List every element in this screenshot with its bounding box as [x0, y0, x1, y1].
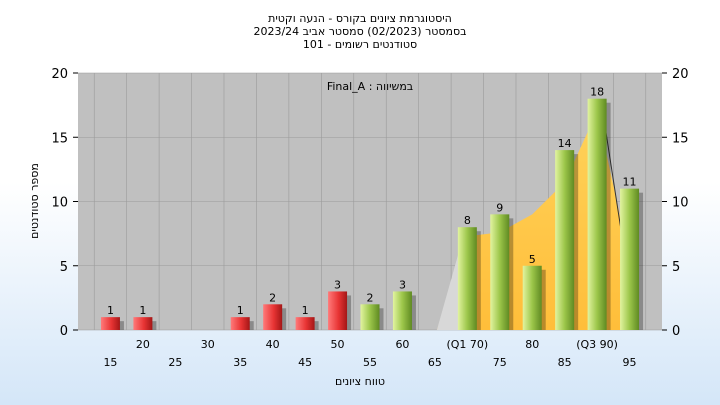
data-label-60: 3: [399, 278, 406, 291]
y-tick-left: 15: [51, 131, 68, 146]
data-label-35: 1: [237, 304, 244, 317]
data-label-90: 18: [590, 86, 604, 99]
chart-title: היסטוגרמת ציונים בקורס - הנעה וקטית בסמס…: [253, 12, 466, 51]
bar-85: [555, 150, 575, 330]
y-tick-right: 10: [672, 196, 689, 211]
bar-50: [328, 291, 348, 330]
legend-label: Final_A : במשיווה: [327, 80, 413, 93]
bar-70: [457, 227, 477, 330]
x-tick-label: (Q3 90): [576, 338, 618, 351]
bar-55: [360, 304, 380, 330]
data-label-70: 8: [464, 214, 471, 227]
area-wedge: [436, 236, 464, 330]
y-axis-title: מספר סטודנטים: [28, 163, 41, 239]
title-line-1: היסטוגרמת ציונים בקורס - הנעה וקטית: [268, 12, 452, 25]
data-label-50: 3: [334, 278, 341, 291]
x-tick-label: 85: [558, 356, 572, 369]
data-label-15: 1: [107, 304, 114, 317]
x-tick-label: 65: [428, 356, 442, 369]
x-tick-label: 45: [298, 356, 312, 369]
bar-20: [133, 317, 153, 330]
x-tick-label: 75: [493, 356, 507, 369]
x-tick-label: 40: [266, 338, 280, 351]
y-axis-left: 0 5 10 15 20: [51, 67, 78, 339]
x-tick-label: 60: [395, 338, 409, 351]
y-tick-right: 0: [672, 324, 680, 339]
y-tick-left: 0: [60, 324, 68, 339]
bars: [100, 98, 644, 330]
bar-60: [392, 291, 412, 330]
x-tick-label: 25: [168, 356, 182, 369]
data-label-85: 14: [558, 137, 572, 150]
x-tick-label: 30: [201, 338, 215, 351]
data-label-20: 1: [139, 304, 146, 317]
y-tick-right: 15: [672, 131, 689, 146]
data-label-40: 2: [269, 291, 276, 304]
bar-95: [620, 188, 640, 330]
bar-90: [587, 98, 607, 330]
x-tick-label: 95: [623, 356, 637, 369]
x-axis-title: טווח ציונים: [335, 375, 385, 388]
bar-15: [100, 317, 120, 330]
bar-80: [522, 265, 542, 330]
y-tick-left: 10: [51, 196, 68, 211]
y-tick-left: 20: [51, 67, 68, 82]
data-label-55: 2: [367, 291, 374, 304]
x-axis: 20 30 40 50 60 (Q1 70) 80 (Q3 90) 15 25 35 45 55 65 75…: [103, 338, 636, 369]
bar-40: [263, 304, 283, 330]
x-tick-label: 55: [363, 356, 377, 369]
x-tick-label: 15: [103, 356, 117, 369]
x-tick-label: 35: [233, 356, 247, 369]
data-label-45: 1: [302, 304, 309, 317]
bar-45: [295, 317, 315, 330]
data-label-80: 5: [529, 253, 536, 266]
x-tick-label: (Q1 70): [446, 338, 488, 351]
y-tick-right: 5: [672, 260, 680, 275]
x-tick-label: 20: [136, 338, 150, 351]
data-label-75: 9: [496, 201, 503, 214]
title-line-3: סטודנטים רשומים - 101: [303, 38, 417, 51]
x-tick-label: 80: [525, 338, 539, 351]
y-tick-left: 5: [60, 260, 68, 275]
title-line-2: בסמסטר (02/2023) סמסטר אביב 2023/24: [253, 25, 466, 38]
x-tick-label: 50: [331, 338, 345, 351]
bar-75: [490, 214, 510, 330]
y-tick-right: 20: [672, 67, 689, 82]
bar-35: [230, 317, 250, 330]
data-label-95: 11: [623, 176, 637, 189]
area-fill: [436, 111, 630, 330]
y-axis-right: 0 5 10 15 20: [662, 67, 689, 339]
